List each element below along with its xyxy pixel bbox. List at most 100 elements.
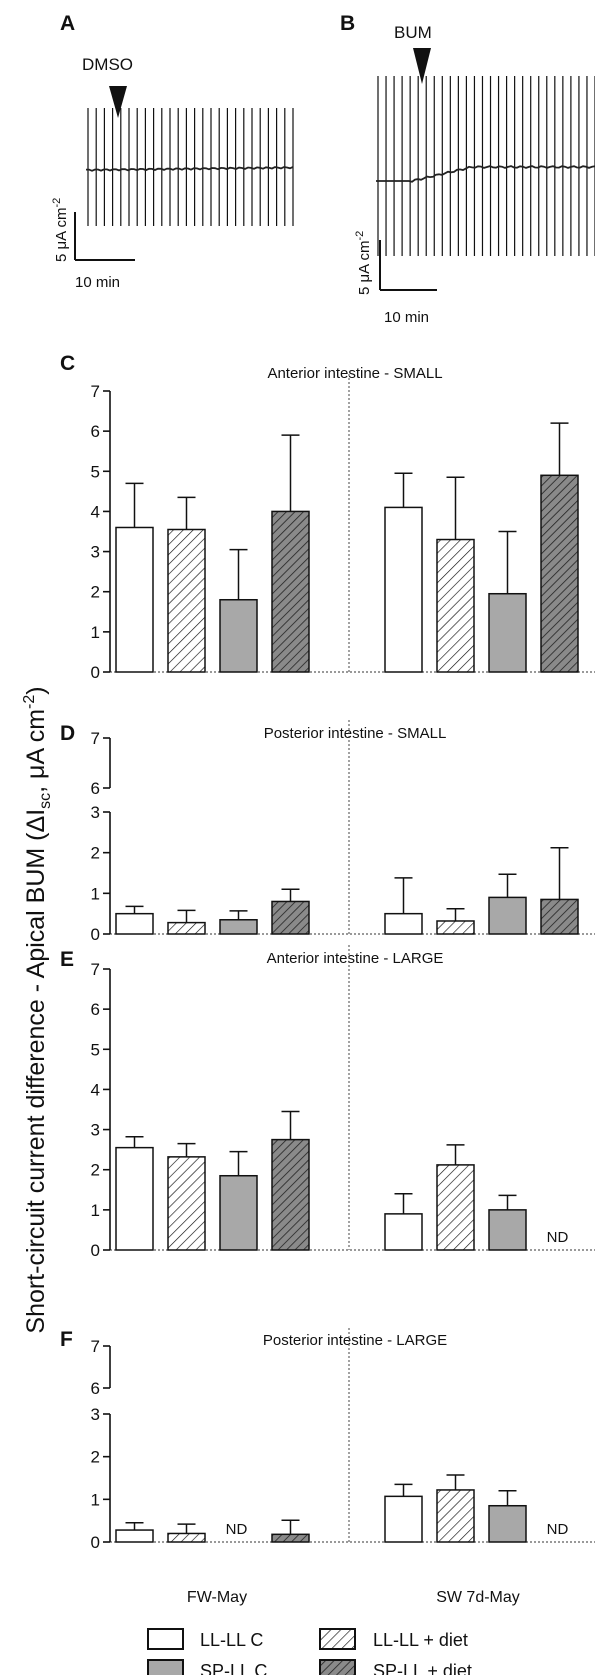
- bar: [436, 1489, 475, 1543]
- bar: [115, 1529, 154, 1543]
- trace-panel-b: B BUM 5 μA cm-2 10 min: [340, 12, 595, 326]
- y-tick-label: 4: [91, 1080, 100, 1099]
- trace-a-scale-y-label: 5 μA cm-2: [51, 198, 70, 262]
- legend-label-sp-ll-c: SP-LL C: [200, 1661, 267, 1675]
- y-tick-label: 0: [91, 925, 100, 944]
- trace-b-scale-y-label: 5 μA cm-2: [354, 231, 373, 295]
- y-tick-label: 7: [91, 382, 100, 401]
- y-tick-label: 6: [91, 1000, 100, 1019]
- y-tick-label: 0: [91, 1533, 100, 1552]
- y-tick-label: 1: [91, 1490, 100, 1509]
- x-group-labels: FW-May SW 7d-May: [187, 1589, 520, 1606]
- y-tick-label: 3: [91, 543, 100, 562]
- y-tick-label: 3: [91, 803, 100, 822]
- y-tick-label: 7: [91, 729, 100, 748]
- bar: [167, 1532, 206, 1543]
- not-determined-label: ND: [547, 1229, 569, 1246]
- panel-letter: D: [60, 722, 75, 745]
- y-tick-label: 0: [91, 663, 100, 682]
- trace-a-baseline: [86, 166, 294, 172]
- legend-swatch-sp-ll-diet: [319, 1659, 356, 1675]
- panel-d: D Posterior intestine - SMALL 0 1 2 3 6 7: [60, 720, 595, 944]
- legend-label-sp-ll-diet: SP-LL + diet: [373, 1661, 472, 1675]
- panel-letter: C: [60, 352, 75, 375]
- trace-a-spikes: [87, 108, 294, 226]
- group-label-sw-7d-may: SW 7d-May: [436, 1589, 520, 1606]
- bum-label: BUM: [394, 23, 432, 42]
- y-tick-label: 6: [91, 779, 100, 798]
- y-tick-label: 2: [91, 844, 100, 863]
- panel-f: F Posterior intestine - LARGE 0 1 2 3 6 7 ND ND: [60, 1328, 595, 1552]
- y-tick-label: 7: [91, 960, 100, 979]
- bar: [115, 912, 154, 935]
- bar: [271, 1533, 310, 1543]
- y-tick-label: 3: [91, 1121, 100, 1140]
- bar: [115, 1146, 154, 1251]
- bar: [384, 506, 423, 673]
- legend-swatch-ll-ll-c: [147, 1628, 184, 1650]
- bar: [436, 920, 475, 935]
- bar: [219, 919, 258, 935]
- y-axis-label: Short-circuit current difference - Apica…: [21, 686, 54, 1333]
- panel-title: Anterior intestine - SMALL: [267, 365, 442, 382]
- bar: [384, 912, 423, 935]
- panel-letter: F: [60, 1328, 73, 1351]
- bar: [436, 538, 475, 673]
- legend: LL-LL C LL-LL + diet SP-LL C SP-LL + die…: [147, 1628, 472, 1675]
- legend-label-ll-ll-c: LL-LL C: [200, 1630, 263, 1650]
- y-tick-label: 7: [91, 1337, 100, 1356]
- y-tick-label: 3: [91, 1405, 100, 1424]
- group-label-fw-may: FW-May: [187, 1589, 247, 1606]
- bar: [167, 921, 206, 935]
- y-tick-label: 1: [91, 884, 100, 903]
- panel-title: Posterior intestine - LARGE: [263, 1332, 447, 1349]
- y-tick-label: 2: [91, 1448, 100, 1467]
- dmso-arrow-icon: [109, 86, 127, 118]
- panel-title: Posterior intestine - SMALL: [264, 725, 447, 742]
- not-determined-label: ND: [547, 1521, 569, 1538]
- bar: [219, 1174, 258, 1251]
- bar: [540, 474, 579, 673]
- bar: [167, 1156, 206, 1251]
- legend-label-ll-ll-diet: LL-LL + diet: [373, 1630, 468, 1650]
- bar: [219, 598, 258, 673]
- bar: [384, 1495, 423, 1543]
- panel-title: Anterior intestine - LARGE: [267, 950, 444, 967]
- panel-c: C Anterior intestine - SMALL 0 1 2 3 4 5 6 7: [60, 352, 595, 682]
- panel-letter-a: A: [60, 12, 75, 35]
- y-tick-label: 6: [91, 1379, 100, 1398]
- bum-arrow-icon: [413, 48, 431, 84]
- trace-b-scale-x-label: 10 min: [384, 309, 429, 326]
- trace-panel-a: A DMSO 5 μA cm-2 10 min: [51, 12, 294, 291]
- y-tick-label: 1: [91, 623, 100, 642]
- bar: [384, 1213, 423, 1251]
- y-tick-label: 6: [91, 422, 100, 441]
- bar: [540, 898, 579, 935]
- panel-letter-b: B: [340, 12, 355, 35]
- y-tick-label: 2: [91, 1161, 100, 1180]
- bar: [488, 592, 527, 673]
- bar: [115, 526, 154, 673]
- legend-swatch-ll-ll-diet: [319, 1628, 356, 1650]
- y-tick-label: 5: [91, 1040, 100, 1059]
- bar: [488, 896, 527, 935]
- not-determined-label: ND: [226, 1521, 248, 1538]
- y-tick-label: 5: [91, 462, 100, 481]
- bar: [436, 1164, 475, 1251]
- panel-e: E Anterior intestine - LARGE 0 1 2 3 4 5 6 7 ND: [60, 945, 595, 1260]
- trace-a-scale-x-label: 10 min: [75, 274, 120, 291]
- y-tick-label: 2: [91, 583, 100, 602]
- dmso-label: DMSO: [82, 55, 133, 74]
- bar: [488, 1504, 527, 1543]
- bar: [167, 528, 206, 673]
- bar: [271, 900, 310, 935]
- trace-b-baseline: [376, 165, 595, 183]
- panel-letter: E: [60, 948, 74, 971]
- trace-b-spikes: [377, 76, 595, 256]
- bar: [271, 510, 310, 673]
- y-tick-label: 0: [91, 1241, 100, 1260]
- bar: [488, 1209, 527, 1251]
- legend-swatch-sp-ll-c: [147, 1659, 184, 1675]
